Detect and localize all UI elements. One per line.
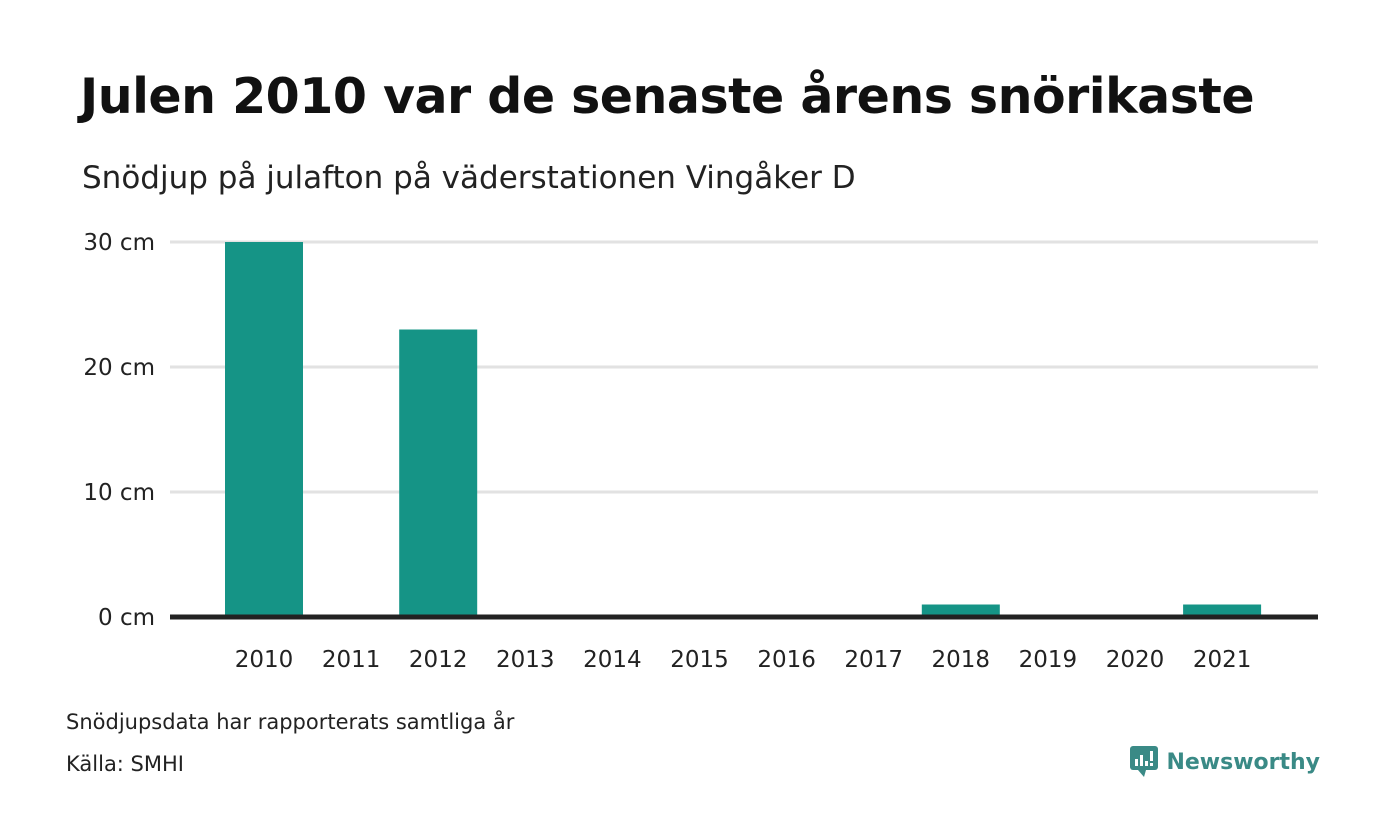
x-tick-label: 2020 (1106, 647, 1165, 673)
y-tick-label: 30 cm (83, 230, 155, 256)
bar-chart: 0 cm 10 cm 20 cm 30 cm 2010 2011 2012 2013 2014… (83, 230, 1318, 673)
logo-text: Newsworthy (1166, 749, 1320, 775)
x-tick-label: 2016 (757, 647, 816, 673)
newsworthy-logo[interactable]: Newsworthy (1130, 746, 1320, 778)
bar-2010 (225, 242, 303, 617)
bar-2018 (921, 604, 1000, 617)
y-tick-label: 20 cm (83, 355, 155, 381)
y-axis-ticks: 0 cm 10 cm 20 cm 30 cm (83, 230, 155, 631)
x-tick-label: 2018 (932, 647, 991, 673)
x-tick-label: 2014 (583, 647, 642, 673)
x-tick-label: 2010 (235, 647, 294, 673)
gridlines (170, 240, 1318, 494)
y-tick-label: 0 cm (98, 605, 155, 631)
chart-subtitle: Snödjup på julafton på väderstationen Vi… (82, 160, 856, 196)
data-note: Snödjupsdata har rapporterats samtliga å… (66, 710, 515, 734)
x-tick-label: 2021 (1193, 647, 1252, 673)
x-tick-label: 2019 (1019, 647, 1078, 673)
x-tick-label: 2017 (844, 647, 903, 673)
chart-title: Julen 2010 var de senaste årens snörikas… (80, 68, 1255, 125)
x-tick-label: 2011 (322, 647, 381, 673)
x-tick-label: 2013 (496, 647, 555, 673)
x-tick-label: 2015 (670, 647, 729, 673)
chart-bubble-icon (1130, 746, 1159, 777)
bar-2021 (1183, 604, 1262, 617)
x-axis-ticks: 2010 2011 2012 2013 2014 2015 2016 2017 2018 2019… (235, 647, 1252, 673)
y-tick-label: 10 cm (83, 480, 155, 506)
bars (225, 242, 1262, 617)
source-note: Källa: SMHI (66, 752, 184, 776)
x-tick-label: 2012 (409, 647, 468, 673)
bar-2012 (399, 329, 478, 617)
